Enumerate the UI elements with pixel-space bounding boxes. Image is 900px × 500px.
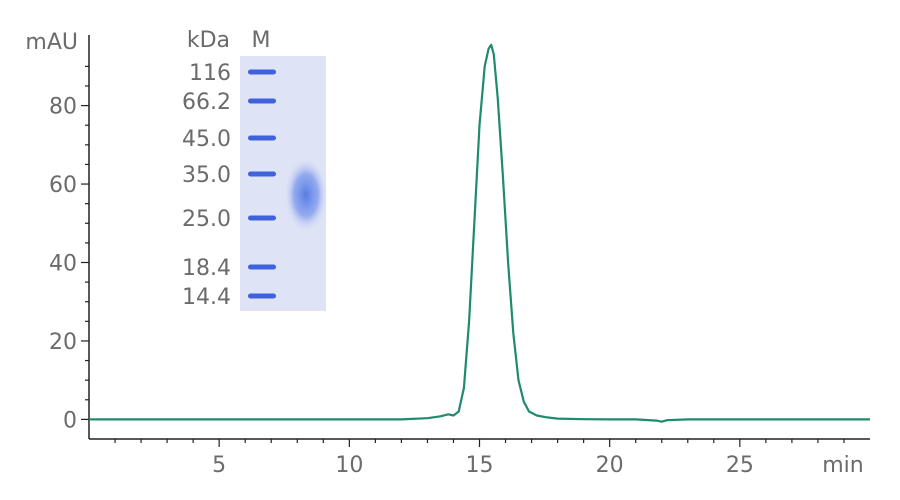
inset-gel: kDa M 116 66.2 45.0 35.0 25.0 18.4 14.4: [182, 28, 328, 311]
marker-band: [248, 135, 276, 141]
x-tick-label: 25: [726, 453, 754, 478]
x-tick-label: 20: [596, 453, 624, 478]
y-tick-label: 80: [49, 95, 77, 120]
marker-band: [248, 264, 276, 270]
y-axis-ticks: 0 20 40 60 80: [49, 65, 89, 433]
gel-unit-header: kDa: [187, 28, 230, 53]
y-tick-label: 60: [49, 173, 77, 198]
series-group: [89, 43, 870, 423]
marker-label: 66.2: [182, 90, 231, 115]
x-tick-label: 5: [212, 453, 226, 478]
marker-band: [248, 171, 276, 177]
marker-label: 14.4: [182, 285, 231, 310]
marker-band: [248, 215, 276, 221]
x-tick-label: 15: [466, 453, 494, 478]
marker-label: 25.0: [182, 207, 231, 232]
marker-bands: [248, 69, 276, 299]
x-tick-label: 10: [335, 453, 363, 478]
y-axis-unit: mAU: [25, 30, 78, 55]
y-tick-label: 40: [49, 251, 77, 276]
gel-lane-header: M: [252, 28, 271, 53]
marker-label: 116: [189, 61, 231, 86]
marker-band: [248, 293, 276, 299]
marker-label: 45.0: [182, 127, 231, 152]
chromatogram-trace: [89, 43, 870, 423]
marker-labels: 116 66.2 45.0 35.0 25.0 18.4 14.4: [182, 61, 231, 310]
marker-label: 18.4: [182, 256, 231, 281]
x-axis-unit: min: [822, 453, 864, 478]
y-tick-label: 20: [49, 330, 77, 355]
marker-band: [248, 69, 276, 75]
marker-label: 35.0: [182, 163, 231, 188]
sample-band: [284, 157, 328, 233]
axes: 0 20 40 60 80 5 10 15 20 25 mAU min: [25, 30, 870, 478]
y-tick-label: 0: [63, 408, 77, 433]
x-axis-ticks: 5 10 15 20 25: [114, 439, 845, 478]
marker-band: [248, 98, 276, 104]
